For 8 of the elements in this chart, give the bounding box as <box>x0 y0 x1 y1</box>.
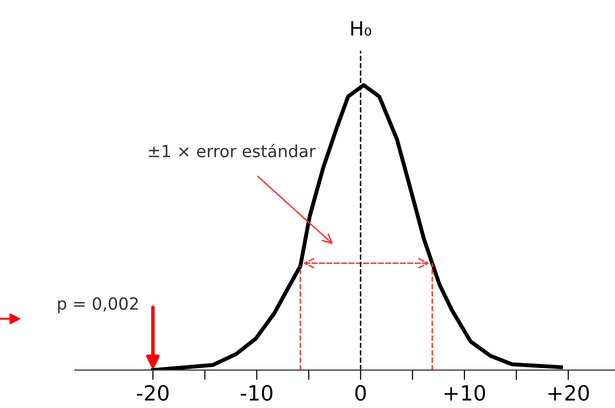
ref-line-label: H₀ <box>351 21 372 36</box>
x-tick-label: -10 <box>240 385 272 401</box>
x-tick-label: -20 <box>136 385 169 401</box>
x-tick-label: +20 <box>548 385 589 401</box>
annotation: ±1 × error estándar <box>148 144 316 158</box>
annotation: p = 0,002 <box>58 297 138 314</box>
x-tick-label: +10 <box>444 385 486 401</box>
x-tick-label: 0 <box>355 385 366 401</box>
